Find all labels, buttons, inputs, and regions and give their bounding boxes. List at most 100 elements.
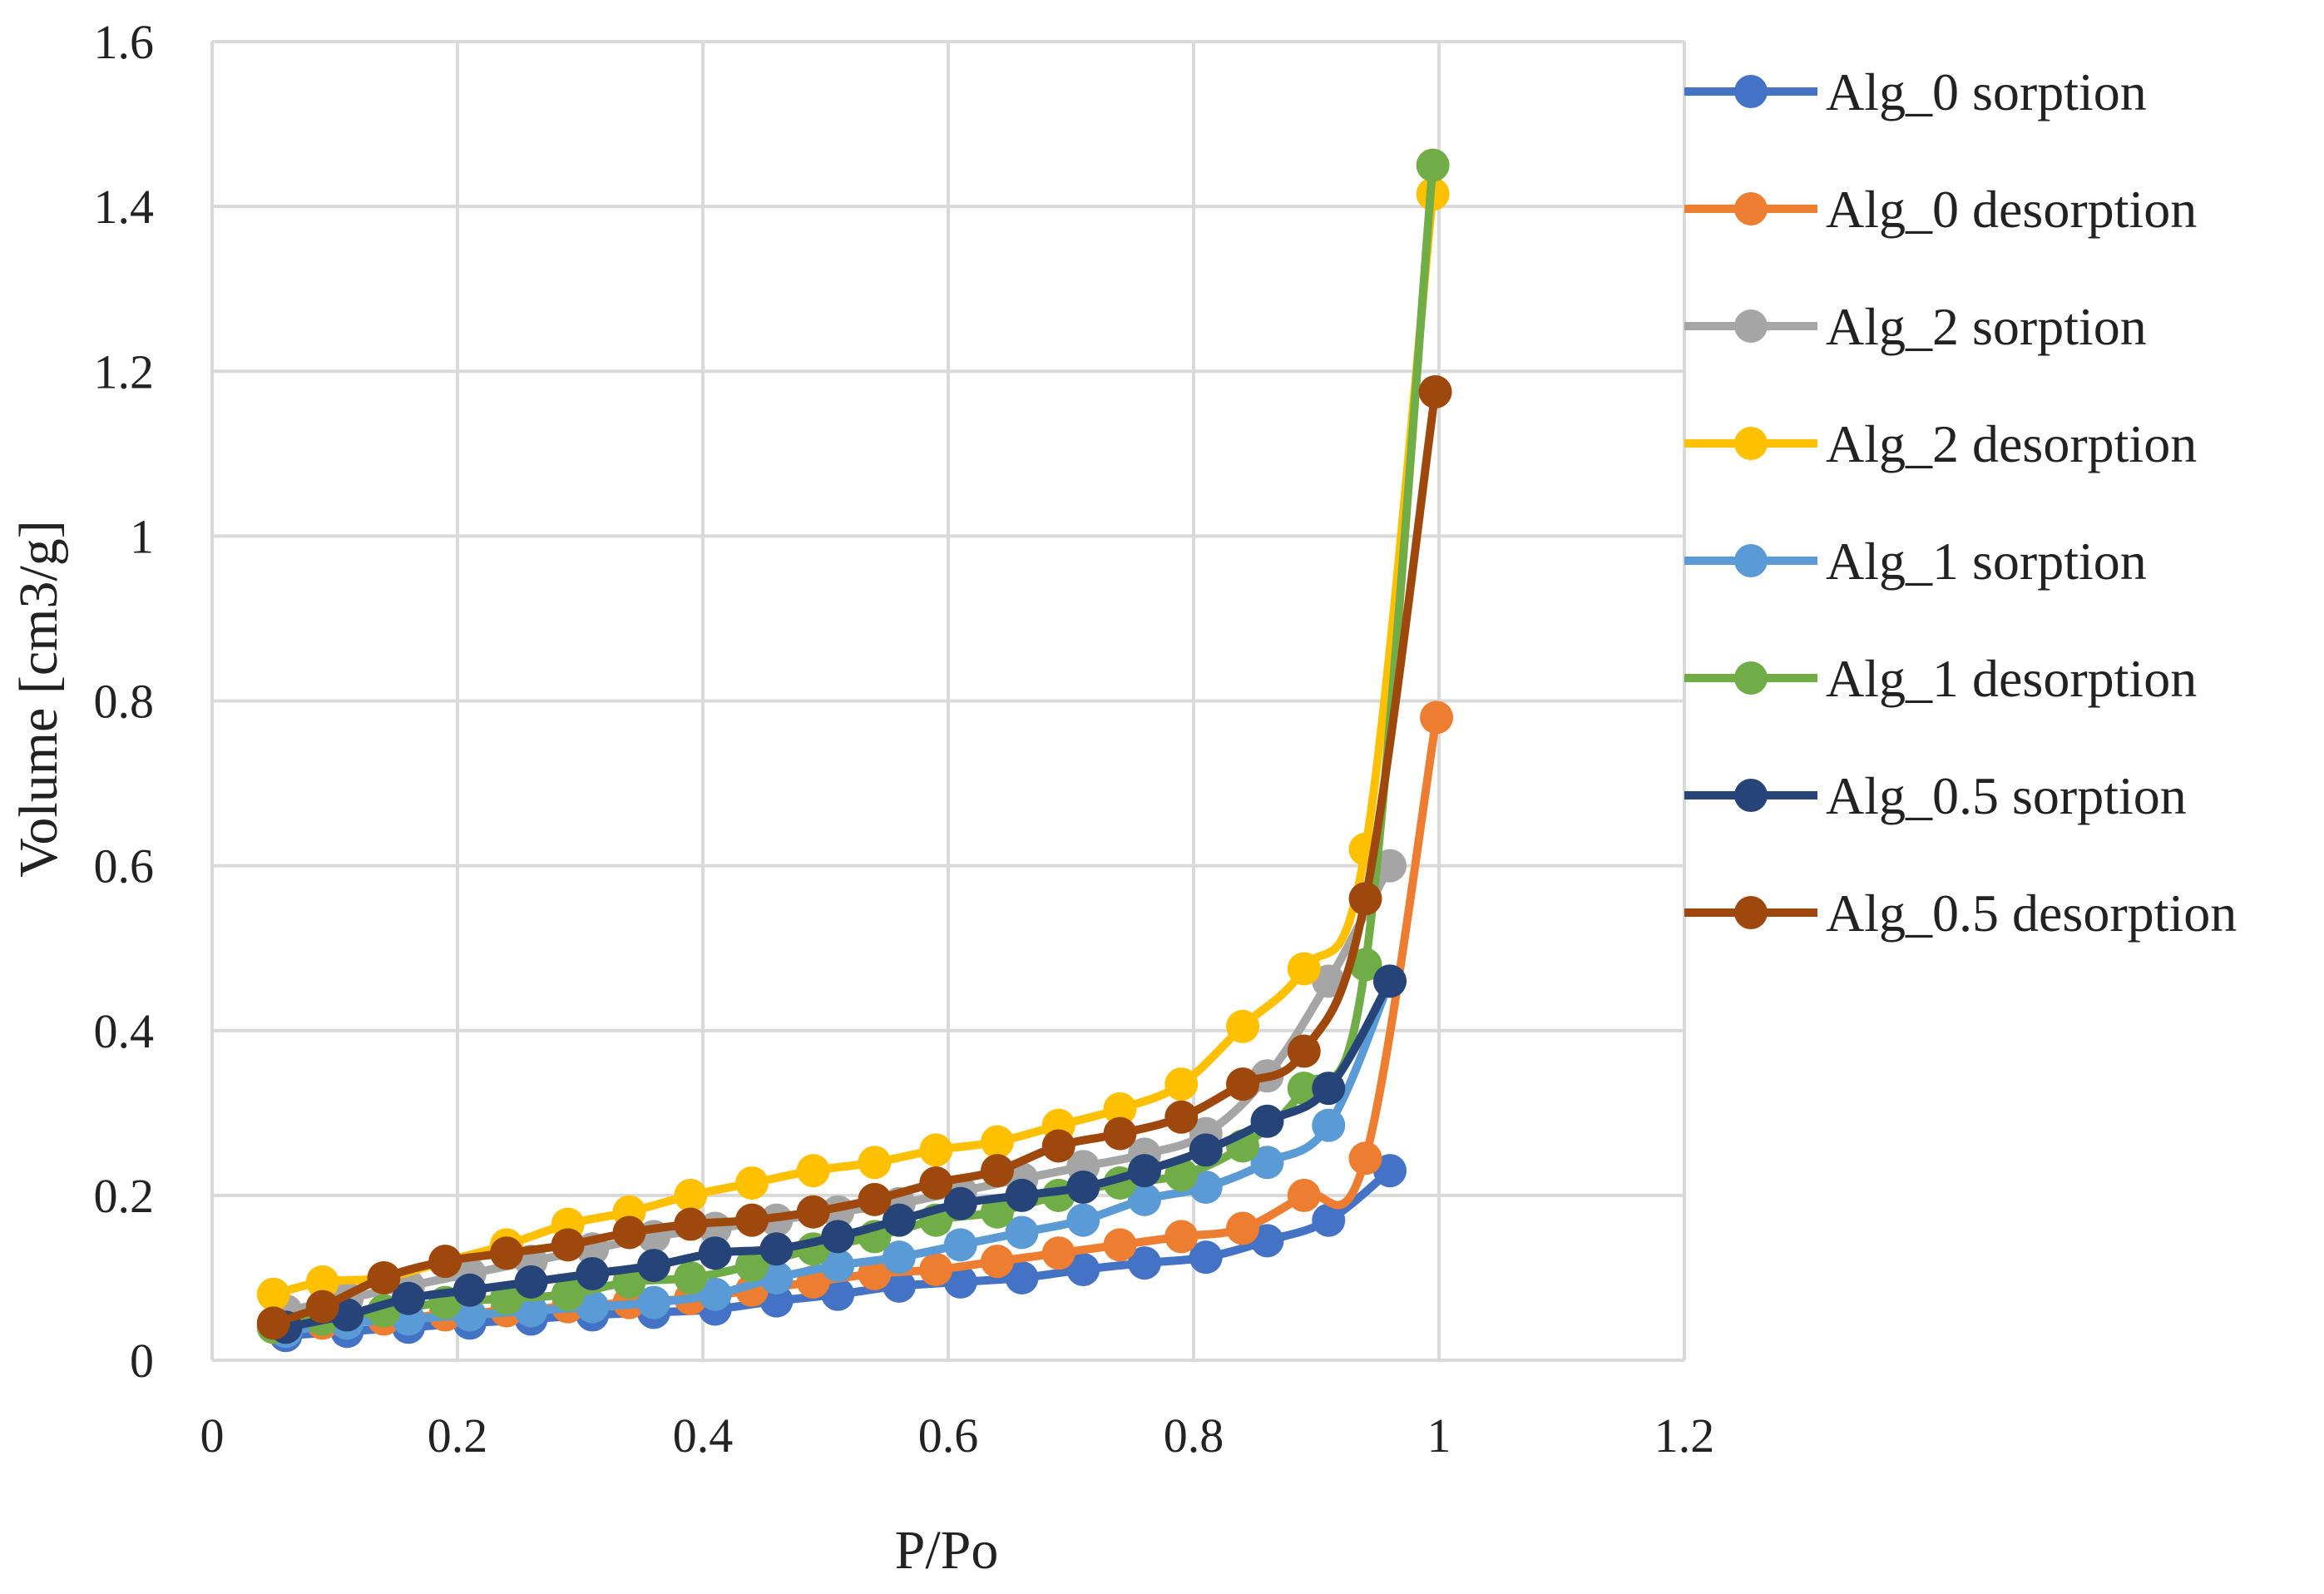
legend-label: Alg_0 desorption bbox=[1826, 180, 2197, 239]
data-point bbox=[637, 1249, 670, 1283]
x-axis-title: P/Po bbox=[895, 1520, 999, 1581]
data-point bbox=[943, 1228, 977, 1262]
y-tick-label: 1 bbox=[130, 509, 154, 563]
legend-item: Alg_0.5 sorption bbox=[1684, 766, 2187, 825]
data-point bbox=[1189, 1133, 1223, 1167]
data-point bbox=[1128, 1154, 1161, 1188]
data-point bbox=[858, 1182, 892, 1216]
data-point bbox=[1005, 1215, 1039, 1250]
data-point bbox=[981, 1245, 1014, 1279]
data-point bbox=[612, 1215, 646, 1250]
legend-label: Alg_2 desorption bbox=[1826, 414, 2197, 473]
legend-label: Alg_1 desorption bbox=[1826, 649, 2197, 708]
data-point bbox=[919, 1166, 953, 1200]
x-tick-label: 0 bbox=[200, 1408, 225, 1463]
data-point bbox=[919, 1133, 953, 1167]
data-point bbox=[1189, 1170, 1223, 1204]
legend-label: Alg_2 sorption bbox=[1826, 297, 2147, 356]
data-point bbox=[1164, 1158, 1199, 1192]
y-tick-label: 1.4 bbox=[94, 180, 155, 234]
data-point bbox=[576, 1290, 610, 1324]
y-tick-label: 0 bbox=[130, 1334, 154, 1388]
y-tick-label: 0.2 bbox=[94, 1169, 155, 1223]
data-point bbox=[1373, 964, 1407, 998]
legend-item: Alg_2 sorption bbox=[1684, 297, 2147, 356]
data-point bbox=[735, 1166, 769, 1200]
data-point bbox=[674, 1178, 708, 1212]
x-tick-label: 0.4 bbox=[673, 1408, 734, 1463]
data-point bbox=[821, 1277, 855, 1311]
x-tick-label: 0.6 bbox=[918, 1408, 979, 1463]
legend-label: Alg_0.5 sorption bbox=[1826, 766, 2187, 825]
series-alg-0-5-sorption bbox=[269, 964, 1407, 1344]
data-point bbox=[551, 1228, 585, 1262]
x-tick-label: 0.2 bbox=[428, 1408, 488, 1463]
data-point bbox=[1128, 1246, 1161, 1280]
data-point bbox=[256, 1306, 290, 1340]
data-point bbox=[1373, 1154, 1407, 1188]
legend-marker bbox=[1734, 427, 1768, 460]
data-point bbox=[943, 1186, 977, 1220]
data-point bbox=[1250, 1224, 1284, 1258]
data-point bbox=[514, 1265, 548, 1299]
legend-marker bbox=[1734, 544, 1768, 577]
legend-item: Alg_0 desorption bbox=[1684, 180, 2197, 239]
series-alg-0-5-desorption bbox=[256, 375, 1452, 1340]
legend-label: Alg_0.5 desorption bbox=[1826, 884, 2237, 943]
data-point bbox=[1164, 1100, 1199, 1134]
data-point bbox=[1066, 1170, 1100, 1204]
data-point bbox=[1287, 1072, 1321, 1106]
data-point bbox=[452, 1273, 487, 1307]
x-axis-ticks: 0 0.2 0.4 0.6 0.8 1 1.2 bbox=[200, 1408, 1715, 1463]
data-point bbox=[698, 1277, 732, 1311]
data-point bbox=[305, 1290, 339, 1324]
data-point bbox=[883, 1240, 916, 1275]
series-group bbox=[256, 148, 1454, 1353]
data-point bbox=[1164, 1220, 1199, 1254]
data-point bbox=[514, 1294, 548, 1328]
y-tick-label: 0.6 bbox=[94, 839, 155, 894]
data-point bbox=[452, 1298, 487, 1332]
y-tick-label: 0.8 bbox=[94, 675, 155, 729]
x-tick-label: 0.8 bbox=[1164, 1408, 1224, 1463]
data-point bbox=[1250, 1104, 1284, 1138]
data-point bbox=[1312, 1203, 1346, 1237]
series-alg-1-sorption bbox=[269, 964, 1407, 1349]
data-point bbox=[1348, 1141, 1382, 1176]
data-point bbox=[1312, 964, 1346, 998]
data-point bbox=[735, 1203, 769, 1237]
data-point bbox=[1041, 1236, 1075, 1270]
legend-marker bbox=[1734, 309, 1768, 343]
data-point bbox=[858, 1146, 892, 1180]
data-point bbox=[1041, 1129, 1075, 1163]
data-point bbox=[1312, 1108, 1346, 1142]
data-point bbox=[981, 1154, 1014, 1188]
legend-marker bbox=[1734, 192, 1768, 225]
y-tick-label: 0.4 bbox=[94, 1004, 155, 1058]
data-point bbox=[1164, 1067, 1199, 1101]
legend-marker bbox=[1734, 75, 1768, 108]
data-point bbox=[821, 1220, 855, 1254]
data-point bbox=[305, 1265, 339, 1299]
data-point bbox=[551, 1277, 585, 1311]
y-tick-label: 1.2 bbox=[94, 344, 155, 398]
y-axis-title: Volume [cm3/g] bbox=[8, 520, 69, 878]
data-point bbox=[1005, 1178, 1039, 1212]
data-point bbox=[1416, 148, 1450, 182]
data-point bbox=[1226, 1009, 1259, 1043]
data-point bbox=[1103, 1228, 1137, 1262]
data-point bbox=[883, 1203, 916, 1237]
data-point bbox=[256, 1277, 290, 1311]
data-point bbox=[637, 1285, 670, 1319]
data-point bbox=[796, 1195, 830, 1229]
data-point bbox=[919, 1253, 953, 1287]
data-point bbox=[1348, 948, 1382, 982]
data-point bbox=[1128, 1182, 1161, 1216]
data-point bbox=[1287, 1034, 1321, 1068]
data-point bbox=[735, 1249, 769, 1283]
legend: Alg_0 sorption Alg_0 desorption Alg_2 sorp… bbox=[1684, 62, 2237, 943]
data-point bbox=[1312, 1072, 1346, 1106]
data-point bbox=[943, 1265, 977, 1299]
legend-marker bbox=[1734, 661, 1768, 695]
